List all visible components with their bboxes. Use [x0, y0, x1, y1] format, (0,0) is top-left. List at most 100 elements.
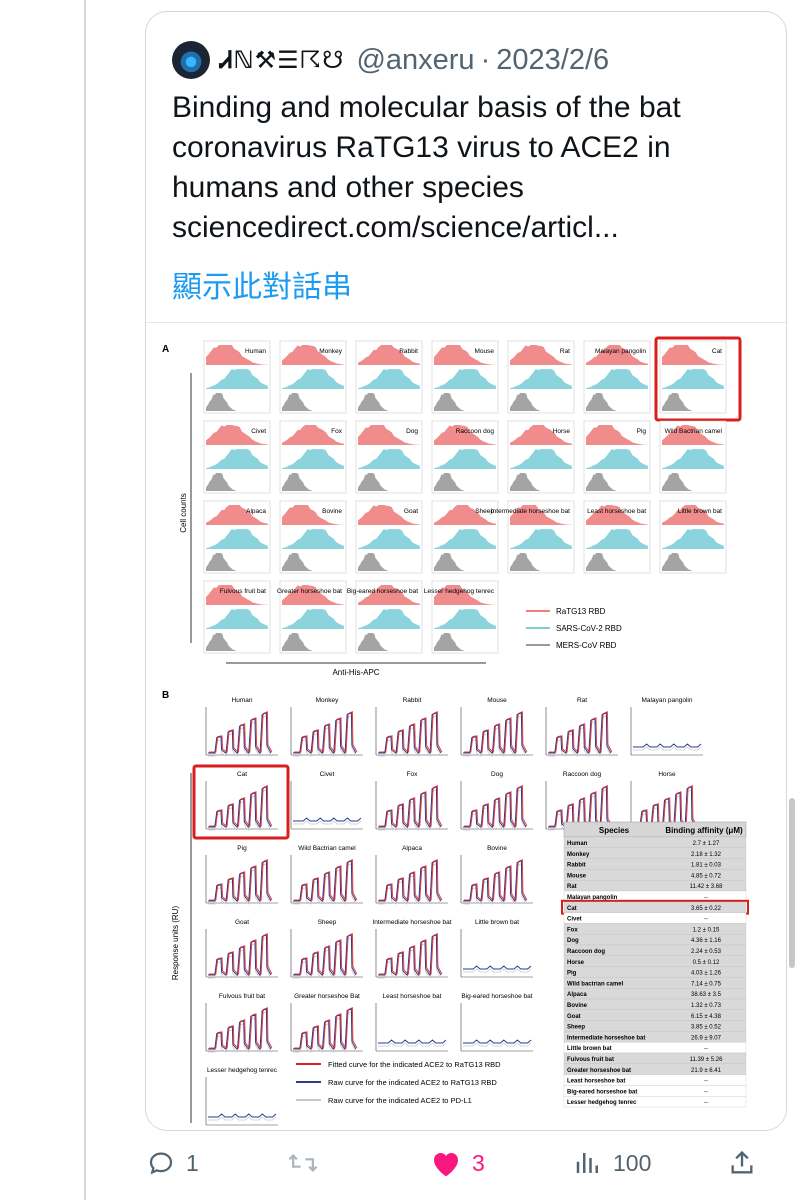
- retweet-button[interactable]: [287, 1146, 329, 1180]
- ratg13-histogram: [434, 585, 496, 605]
- pdl1-curve: [378, 863, 442, 905]
- affinity-table-value: 1.2 ± 0.15: [693, 927, 720, 933]
- sars-histogram: [282, 449, 344, 469]
- pdl1-curve: [293, 937, 357, 979]
- pdl1-curve: [378, 715, 442, 757]
- histogram-species-label: Human: [245, 348, 266, 355]
- sensorgram-species-label: Wild Bactrian camel: [298, 845, 356, 852]
- affinity-table-value: 11.39 ± 5.26: [690, 1057, 724, 1063]
- mers-histogram: [358, 393, 388, 411]
- panel-b-y-label: Response units (RU): [171, 906, 180, 981]
- histogram-species-label: Rat: [560, 348, 570, 355]
- mers-histogram: [358, 473, 388, 491]
- reply-button[interactable]: 1: [146, 1146, 199, 1180]
- mers-histogram: [358, 633, 388, 651]
- raw-curve: [378, 860, 442, 902]
- raw-curve: [463, 1039, 532, 1044]
- like-button[interactable]: 3: [430, 1146, 485, 1180]
- pdl1-curve: [208, 937, 272, 979]
- quoted-tweet-card[interactable]: Ꮧℕ⚒☰☈☋ @anxeru · 2023/2/6 Binding and mo…: [145, 11, 787, 1131]
- pdl1-curve: [463, 863, 527, 905]
- ratg13-histogram: [358, 345, 420, 365]
- mers-histogram: [282, 553, 312, 571]
- affinity-table-value: --: [704, 1089, 708, 1095]
- affinity-table-value: 2.7 ± 1.27: [693, 841, 720, 847]
- fitted-curve: [294, 1007, 358, 1049]
- sars-histogram: [434, 529, 496, 549]
- sars-histogram: [358, 609, 420, 629]
- histogram-species-label: Bovine: [322, 508, 342, 515]
- mers-histogram: [586, 473, 616, 491]
- sensorgram-species-label: Intermediate horseshoe bat: [372, 919, 451, 926]
- mers-histogram: [282, 633, 312, 651]
- panel-b-label: B: [162, 690, 169, 701]
- heart-icon: [434, 1153, 458, 1177]
- histogram-species-label: Monkey: [319, 348, 343, 355]
- histogram-species-label: Rabbit: [399, 348, 418, 355]
- ratg13-histogram: [206, 585, 268, 605]
- pdl1-curve: [293, 820, 362, 825]
- pdl1-curve: [378, 937, 442, 979]
- author-handle[interactable]: @anxeru: [356, 43, 475, 76]
- raw-curve: [378, 712, 442, 754]
- ratg13-histogram: [358, 585, 420, 605]
- ratg13-histogram: [358, 425, 420, 445]
- share-button[interactable]: [728, 1146, 766, 1180]
- sensorgram-species-label: Horse: [658, 771, 676, 778]
- panel-a-y-label: Cell counts: [179, 493, 188, 533]
- sars-histogram: [282, 529, 344, 549]
- raw-curve: [208, 712, 272, 754]
- fitted-curve: [549, 711, 613, 753]
- sars-histogram: [206, 529, 268, 549]
- fitted-curve: [464, 859, 528, 901]
- raw-curve: [293, 712, 357, 754]
- affinity-table-value: 3.65 ± 0.22: [691, 906, 722, 912]
- sensorgram-species-label: Goat: [235, 919, 249, 926]
- mers-histogram: [510, 393, 540, 411]
- ratg13-histogram: [206, 345, 268, 365]
- pdl1-curve: [378, 789, 442, 831]
- ratg13-histogram: [206, 425, 268, 445]
- scrollbar-thumb[interactable]: [789, 798, 795, 968]
- mers-histogram: [206, 553, 236, 571]
- retweet-icon: [288, 1154, 318, 1172]
- tweet-date[interactable]: 2023/2/6: [496, 43, 610, 76]
- panel-b-legend-label: Raw curve for the indicated ACE2 to RaTG…: [328, 1078, 497, 1087]
- sars-histogram: [358, 449, 420, 469]
- author-avatar[interactable]: [172, 41, 210, 79]
- pdl1-curve: [463, 715, 527, 757]
- fitted-curve: [464, 711, 528, 753]
- ratg13-histogram: [282, 425, 344, 445]
- views-button[interactable]: 100: [573, 1146, 651, 1180]
- raw-curve: [633, 743, 702, 748]
- reply-count: 1: [186, 1149, 199, 1176]
- author-display-name[interactable]: Ꮧℕ⚒☰☈☋: [220, 46, 345, 74]
- analytics-icon: [576, 1153, 598, 1173]
- sensorgram-species-label: Little brown bat: [475, 919, 519, 926]
- affinity-table-species: Malayan pangolin: [567, 895, 618, 901]
- sensorgram-species-label: Cat: [237, 771, 247, 778]
- raw-curve: [463, 965, 532, 970]
- fitted-curve: [209, 1007, 273, 1049]
- mers-histogram: [586, 553, 616, 571]
- sars-histogram: [662, 529, 724, 549]
- tweet-link[interactable]: sciencedirect.com/science/articl...: [172, 211, 619, 244]
- affinity-table-species: Bovine: [567, 1003, 588, 1009]
- attached-figure-image[interactable]: A Cell counts Anti-His-APC Human Monkey Rabbi…: [146, 322, 786, 1130]
- raw-curve: [208, 786, 272, 828]
- pdl1-curve: [463, 1042, 532, 1047]
- affinity-table-value: 21.9 ± 6.41: [691, 1068, 722, 1074]
- reply-icon: [149, 1152, 173, 1175]
- affinity-table-value: 0.5 ± 0.12: [693, 960, 720, 966]
- fitted-curve: [294, 933, 358, 975]
- sars-histogram: [206, 449, 268, 469]
- sars-histogram: [586, 449, 648, 469]
- sensorgram-species-label: Mouse: [487, 697, 507, 704]
- raw-curve: [293, 817, 362, 822]
- affinity-table-species: Least horseshoe bat: [567, 1079, 625, 1085]
- show-thread-link[interactable]: 顯示此對話串: [172, 270, 352, 305]
- sars-histogram: [510, 449, 572, 469]
- affinity-table-value: --: [704, 1079, 708, 1085]
- sensorgram-species-label: Civet: [320, 771, 335, 778]
- affinity-table-value: --: [704, 1046, 708, 1052]
